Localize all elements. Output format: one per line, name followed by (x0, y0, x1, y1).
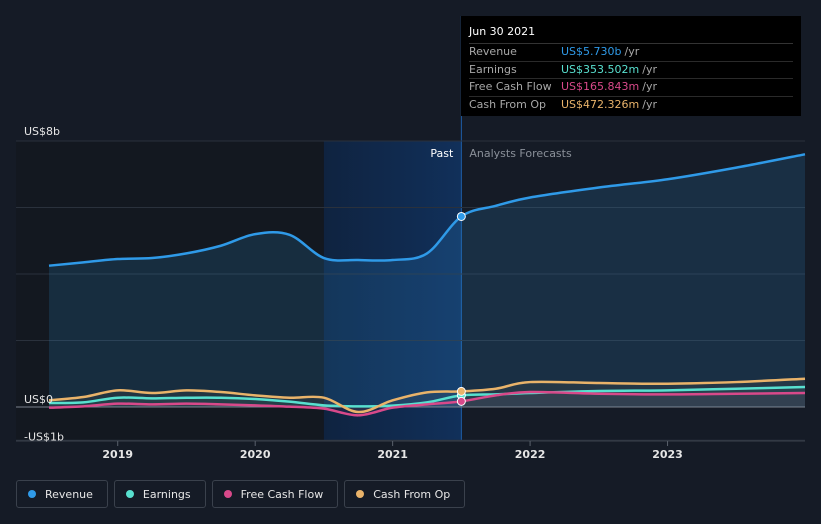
tooltip-label: Earnings (469, 62, 517, 76)
tooltip-date: Jun 30 2021 (469, 25, 793, 44)
tooltip-unit: /yr (642, 62, 657, 76)
tooltip-value: US$353.502m (561, 62, 640, 76)
revenue-area (49, 154, 805, 407)
y-tick-label: -US$1b (24, 430, 64, 443)
past-label: Past (430, 147, 454, 160)
tooltip-unit: /yr (624, 45, 640, 58)
legend-label: Earnings (142, 487, 191, 501)
revenue-marker (456, 211, 466, 221)
forecast-label: Analysts Forecasts (469, 147, 572, 160)
x-tick-label: 2022 (515, 448, 546, 461)
free-cash-flow-line (48, 390, 806, 417)
cash-from-op-line (48, 377, 806, 414)
legend-item-earnings[interactable]: Earnings (113, 480, 206, 508)
tooltip-value: US$472.326m (561, 97, 640, 111)
tooltip-label: Revenue (469, 45, 517, 58)
legend-dot-icon (125, 490, 134, 498)
tooltip-label: Cash From Op (469, 97, 547, 111)
tooltip-row-revenue: Revenue US$5.730b /yr (469, 44, 793, 62)
legend-item-free-cash-flow[interactable]: Free Cash Flow (211, 480, 339, 508)
tooltip-row-free-cash-flow: Free Cash Flow US$165.843m /yr (469, 79, 793, 97)
legend-dot-icon (223, 490, 232, 498)
tooltip-row-cash-from-op: Cash From Op US$472.326m /yr (469, 97, 793, 114)
x-tick-label: 2021 (377, 448, 408, 461)
tooltip-value: US$5.730b (561, 45, 622, 58)
legend-item-cash-from-op[interactable]: Cash From Op (344, 480, 466, 508)
free-cash-flow-marker (456, 396, 466, 406)
revenue-line (48, 153, 806, 267)
x-tick-label: 2023 (652, 448, 683, 461)
tooltip: Jun 30 2021 Revenue US$5.730b /yr Earnin… (461, 16, 801, 116)
earnings-line (48, 385, 806, 408)
legend-dot-icon (28, 490, 36, 498)
cash-from-op-marker (456, 386, 466, 396)
legend-item-revenue[interactable]: Revenue (16, 480, 108, 508)
legend: Revenue Earnings Free Cash Flow Cash Fro… (16, 480, 466, 508)
tooltip-unit: /yr (642, 97, 657, 111)
legend-label: Revenue (45, 487, 93, 501)
free-cash-flow-area (49, 392, 805, 416)
tooltip-value: US$165.843m (561, 80, 640, 93)
y-tick-label: US$0 (24, 393, 53, 406)
tooltip-unit: /yr (642, 80, 657, 93)
legend-dot-icon (356, 490, 365, 498)
x-tick-label: 2020 (240, 448, 271, 461)
legend-label: Cash From Op (373, 487, 451, 501)
y-tick-label: US$8b (24, 125, 60, 138)
tooltip-row-earnings: Earnings US$353.502m /yr (469, 62, 793, 79)
x-tick-label: 2019 (102, 448, 133, 461)
legend-label: Free Cash Flow (240, 487, 324, 501)
tooltip-label: Free Cash Flow (469, 80, 552, 93)
